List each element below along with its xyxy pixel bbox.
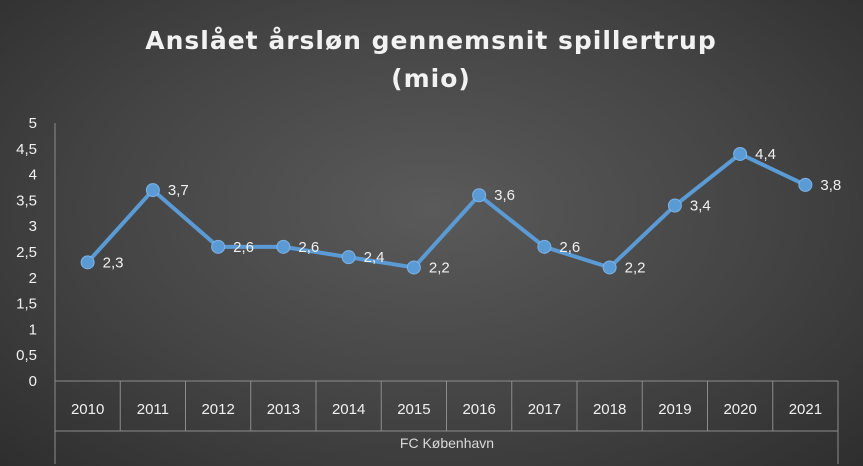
y-tick-label: 1 [29, 321, 37, 338]
y-tick-label: 3 [29, 218, 37, 235]
data-label: 3,8 [820, 177, 841, 194]
data-point [667, 198, 682, 213]
data-point [602, 260, 617, 275]
x-tick-label: 2017 [528, 401, 561, 418]
data-label: 3,6 [494, 187, 515, 204]
x-tick-label: 2018 [593, 401, 626, 418]
data-labels: 2,3 3,7 2,6 2,6 2,4 2,2 3,6 2,6 2,2 3,4 4,4 3,8 [103, 146, 842, 277]
data-label: 4,4 [755, 146, 776, 163]
y-tick-label: 2,5 [16, 244, 37, 261]
x-tick-label: 2016 [462, 401, 495, 418]
y-axis-ticks: 0 0,5 1 1,5 2 2,5 3 3,5 4 4,5 5 [16, 115, 37, 390]
y-tick-label: 4,5 [16, 141, 37, 158]
axes [54, 123, 839, 464]
x-tick-label: 2020 [723, 401, 756, 418]
x-tick-label: 2019 [658, 401, 691, 418]
data-label: 3,4 [690, 198, 711, 215]
x-tick-label: 2010 [71, 401, 104, 418]
data-label: 2,2 [625, 259, 646, 276]
data-point [733, 146, 748, 161]
chart-title-line-1: Anslået årsløn gennemsnit spillertrup [145, 26, 717, 55]
x-tick-label: 2012 [201, 401, 234, 418]
y-tick-label: 0,5 [16, 347, 37, 364]
data-point [80, 255, 95, 270]
x-tick-label: 2013 [267, 401, 300, 418]
data-point [472, 188, 487, 203]
data-point [798, 177, 813, 192]
data-label: 2,6 [233, 239, 254, 256]
data-point [145, 183, 160, 198]
data-label: 2,6 [559, 239, 580, 256]
series [80, 146, 813, 275]
y-tick-label: 3,5 [16, 192, 37, 209]
x-tick-label: 2011 [137, 401, 169, 418]
y-tick-label: 0 [29, 373, 37, 390]
y-tick-label: 1,5 [16, 296, 37, 313]
data-point [276, 239, 291, 254]
chart-title-line-2: (mio) [391, 64, 471, 93]
data-point [406, 260, 421, 275]
data-label: 2,2 [429, 259, 450, 276]
x-axis-ticks: 2010 2011 2012 2013 2014 2015 2016 2017 2018 2019… [71, 401, 822, 418]
data-label: 2,4 [364, 249, 385, 266]
data-label: 3,7 [168, 182, 189, 199]
x-tick-label: 2015 [397, 401, 430, 418]
y-tick-label: 2 [29, 270, 37, 287]
data-point [341, 250, 356, 265]
data-point [211, 239, 226, 254]
data-label: 2,6 [298, 239, 319, 256]
x-axis-title: FC København [400, 435, 494, 451]
series-line [85, 151, 808, 270]
x-tick-label: 2021 [789, 401, 822, 418]
x-tick-label: 2014 [332, 401, 365, 418]
y-tick-label: 4 [29, 167, 37, 184]
y-tick-label: 5 [29, 115, 37, 132]
data-label: 2,3 [103, 254, 124, 271]
data-point [537, 239, 552, 254]
